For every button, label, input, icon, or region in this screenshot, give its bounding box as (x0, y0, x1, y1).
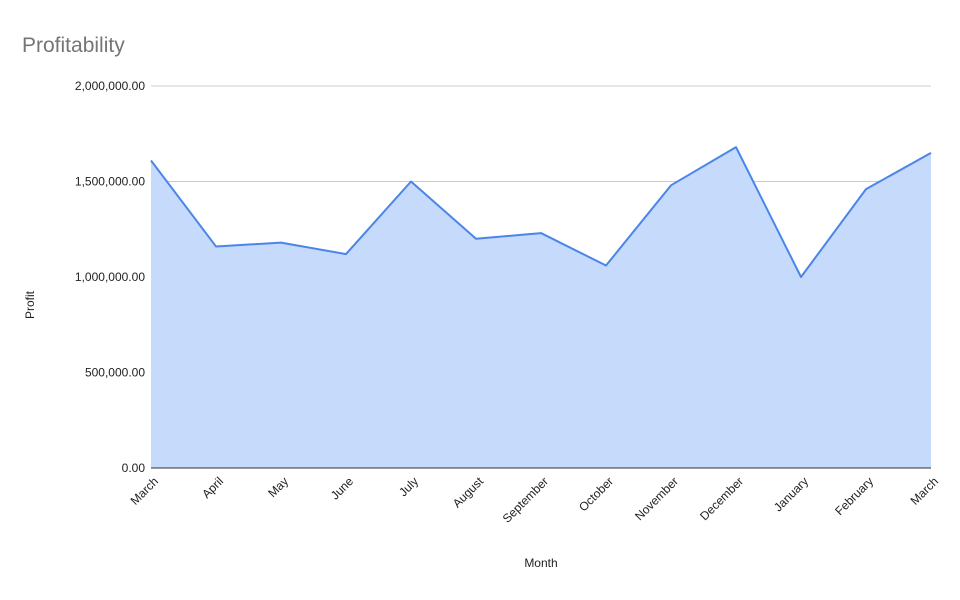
x-tick-label: February (832, 474, 876, 518)
x-tick-label: July (396, 474, 421, 499)
x-axis-label: Month (524, 556, 557, 570)
line (150, 146, 932, 278)
chart-title: Profitability (22, 34, 125, 57)
x-tick-label: November (632, 474, 681, 523)
x-tick-label: April (199, 474, 226, 501)
y-tick-label: 0.00 (122, 461, 146, 475)
y-tick-label: 500,000.00 (85, 366, 145, 380)
x-tick-label: June (328, 474, 357, 503)
area-fill (151, 147, 931, 468)
x-tick-label: May (265, 474, 291, 500)
y-axis-label: Profit (23, 290, 37, 319)
x-tick-label: October (576, 474, 616, 514)
x-tick-label: March (908, 474, 941, 507)
y-tick-label: 2,000,000.00 (75, 79, 145, 93)
y-tick-label: 1,000,000.00 (75, 270, 145, 284)
x-tick-label: August (450, 474, 487, 511)
y-tick-label: 1,500,000.00 (75, 175, 145, 189)
x-tick-label: September (500, 474, 551, 525)
x-tick-label: January (771, 474, 811, 514)
x-tick-label: March (128, 474, 161, 507)
x-tick-label: December (697, 474, 746, 523)
